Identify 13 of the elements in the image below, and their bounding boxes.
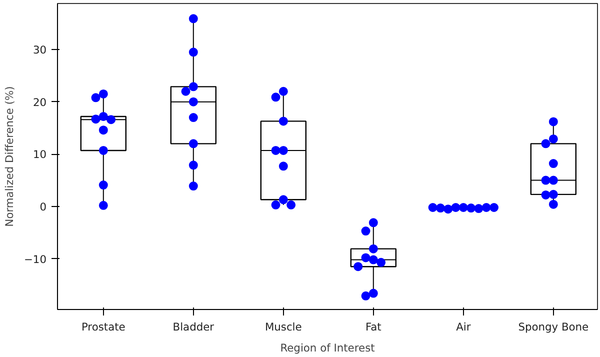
y-tick-label: 0 [40, 200, 47, 214]
y-axis-title: Normalized Difference (%) [3, 86, 16, 227]
x-tick-label: Bladder [172, 320, 215, 334]
x-tick-label: Muscle [264, 320, 302, 334]
y-tick-label: 20 [32, 96, 47, 109]
x-tick-label: Fat [365, 320, 382, 334]
x-tick-label: Air [456, 320, 472, 334]
x-axis-title: Region of Interest [280, 342, 375, 354]
y-tick-label: 10 [32, 148, 47, 162]
x-tick-label: Spongy Bone [518, 320, 589, 334]
y-tick-label: 30 [32, 44, 47, 57]
y-tick-label: −10 [24, 252, 47, 266]
x-tick-label: Prostate [81, 320, 126, 334]
